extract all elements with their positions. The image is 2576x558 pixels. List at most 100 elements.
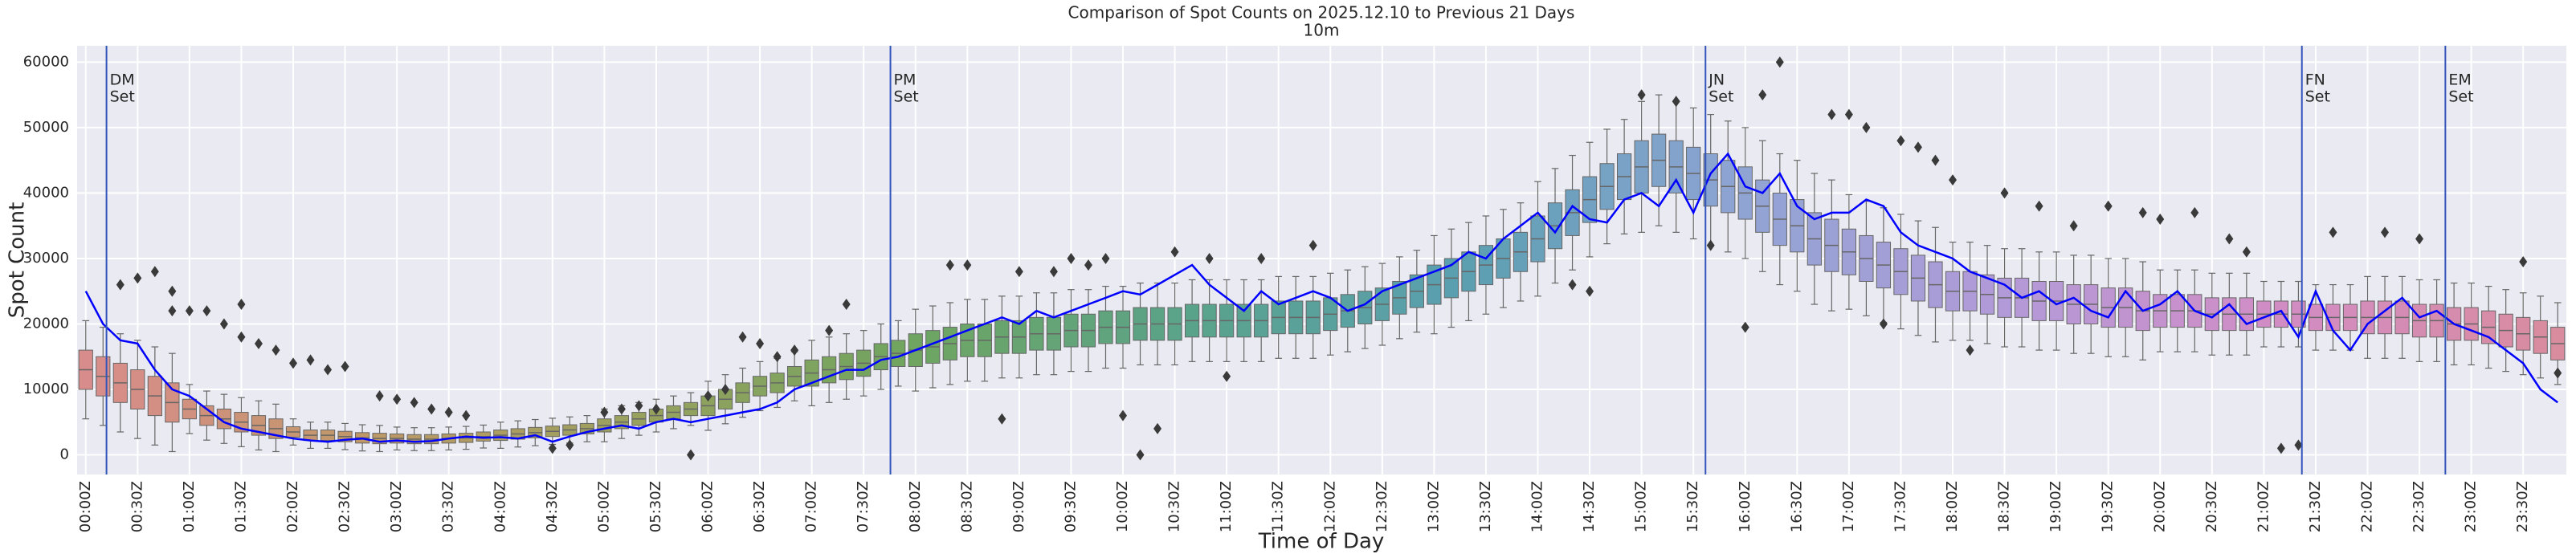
outlier bbox=[704, 390, 712, 402]
outlier bbox=[2225, 233, 2234, 245]
outlier bbox=[1758, 89, 1767, 101]
outlier bbox=[1966, 344, 1974, 356]
outlier bbox=[375, 390, 384, 402]
x-tick-label: 23:30Z bbox=[2514, 481, 2531, 532]
outlier bbox=[756, 337, 765, 349]
outlier bbox=[150, 266, 159, 278]
outlier bbox=[1775, 56, 1784, 68]
outlier bbox=[1568, 279, 1577, 291]
grid: 0 10000 20000 30000 40000 50000 60000 00:00Z 00:… bbox=[23, 46, 2566, 532]
outlier bbox=[565, 439, 574, 451]
y-tick-label: 10000 bbox=[23, 381, 69, 397]
outlier bbox=[1136, 449, 1145, 461]
outlier bbox=[1119, 409, 1128, 422]
outlier bbox=[219, 318, 228, 330]
event-label: Set bbox=[2448, 88, 2473, 106]
outlier bbox=[2329, 226, 2337, 238]
x-tick-label: 08:00Z bbox=[907, 481, 924, 532]
outlier bbox=[2035, 200, 2043, 212]
y-tick-label: 60000 bbox=[23, 53, 69, 70]
outlier bbox=[635, 400, 643, 412]
outlier bbox=[825, 324, 834, 336]
outlier bbox=[427, 403, 436, 415]
x-tick-label: 14:30Z bbox=[1581, 481, 1598, 532]
outlier bbox=[1827, 108, 1836, 120]
x-tick-label: 16:00Z bbox=[1737, 481, 1753, 532]
comparison-line bbox=[84, 152, 2558, 443]
x-tick-label: 12:30Z bbox=[1374, 481, 1390, 532]
outlier bbox=[133, 272, 142, 284]
outlier bbox=[2190, 206, 2199, 218]
x-tick-label: 04:30Z bbox=[544, 481, 561, 532]
x-tick-label: 18:00Z bbox=[1944, 481, 1961, 532]
outlier bbox=[289, 357, 298, 369]
x-tick-label: 23:00Z bbox=[2463, 481, 2480, 532]
x-tick-label: 05:00Z bbox=[595, 481, 612, 532]
outlier bbox=[998, 413, 1006, 425]
x-tick-label: 13:30Z bbox=[1477, 481, 1494, 532]
outlier bbox=[2294, 439, 2303, 451]
y-tick-label: 40000 bbox=[23, 184, 69, 201]
outlier bbox=[1101, 252, 1110, 264]
outlier bbox=[1049, 266, 1058, 278]
event-label: DM bbox=[110, 71, 135, 89]
outlier bbox=[945, 259, 954, 271]
outlier bbox=[1153, 422, 1162, 434]
x-tick-label: 21:30Z bbox=[2307, 481, 2324, 532]
x-tick-label: 20:00Z bbox=[2151, 481, 2168, 532]
x-tick-label: 09:30Z bbox=[1062, 481, 1079, 532]
x-tick-label: 19:00Z bbox=[2047, 481, 2064, 532]
plot-background bbox=[77, 46, 2566, 475]
outlier bbox=[2519, 256, 2528, 268]
outlier bbox=[1586, 285, 1594, 297]
x-tick-label: 11:00Z bbox=[1218, 481, 1235, 532]
x-tick-label: 02:30Z bbox=[337, 481, 353, 532]
x-tick-label: 06:00Z bbox=[700, 481, 716, 532]
x-tick-label: 14:00Z bbox=[1529, 481, 1546, 532]
outlier bbox=[1706, 239, 1715, 251]
x-tick-label: 13:00Z bbox=[1425, 481, 1442, 532]
outlier bbox=[254, 337, 263, 349]
outlier bbox=[410, 397, 418, 409]
x-tick-label: 20:30Z bbox=[2203, 481, 2220, 532]
outlier bbox=[2554, 367, 2562, 379]
outlier bbox=[2156, 214, 2165, 226]
y-tick-label: 20000 bbox=[23, 315, 69, 332]
x-tick-label: 09:00Z bbox=[1010, 481, 1027, 532]
outlier bbox=[548, 442, 557, 454]
outlier bbox=[1257, 252, 1266, 264]
outlier bbox=[686, 449, 695, 461]
outlier bbox=[271, 344, 280, 356]
outlier bbox=[1913, 141, 1922, 153]
x-tick-label: 10:00Z bbox=[1114, 481, 1131, 532]
outlier bbox=[773, 351, 782, 363]
outlier bbox=[324, 364, 333, 376]
x-tick-label: 04:00Z bbox=[492, 481, 508, 532]
outlier bbox=[2069, 220, 2078, 232]
outlier bbox=[1637, 89, 1646, 101]
x-tick-label: 16:30Z bbox=[1788, 481, 1805, 532]
outlier bbox=[1067, 252, 1076, 264]
outlier bbox=[1949, 174, 1958, 186]
event-label: Set bbox=[894, 88, 919, 106]
event-label: Set bbox=[1708, 88, 1733, 106]
event-label: PM bbox=[894, 71, 917, 89]
x-tick-label: 07:00Z bbox=[803, 481, 820, 532]
event-label: Set bbox=[110, 88, 135, 106]
y-tick-label: 30000 bbox=[23, 250, 69, 267]
chart-title: Comparison of Spot Counts on 2025.12.10 … bbox=[1068, 3, 1575, 22]
outlier bbox=[168, 305, 177, 317]
outlier bbox=[790, 344, 799, 356]
y-axis-label: Spot Count bbox=[6, 202, 30, 319]
x-tick-label: 08:30Z bbox=[958, 481, 975, 532]
outlier bbox=[2000, 187, 2009, 199]
x-tick-label: 06:30Z bbox=[751, 481, 768, 532]
event-label: FN bbox=[2305, 71, 2325, 89]
x-tick-label: 22:30Z bbox=[2411, 481, 2427, 532]
x-tick-label: 03:00Z bbox=[388, 481, 405, 532]
x-tick-label: 07:30Z bbox=[855, 481, 872, 532]
outlier bbox=[1896, 135, 1905, 147]
x-tick-label: 03:30Z bbox=[440, 481, 457, 532]
x-tick-label: 10:30Z bbox=[1166, 481, 1183, 532]
event-label: JN bbox=[1708, 71, 1725, 89]
